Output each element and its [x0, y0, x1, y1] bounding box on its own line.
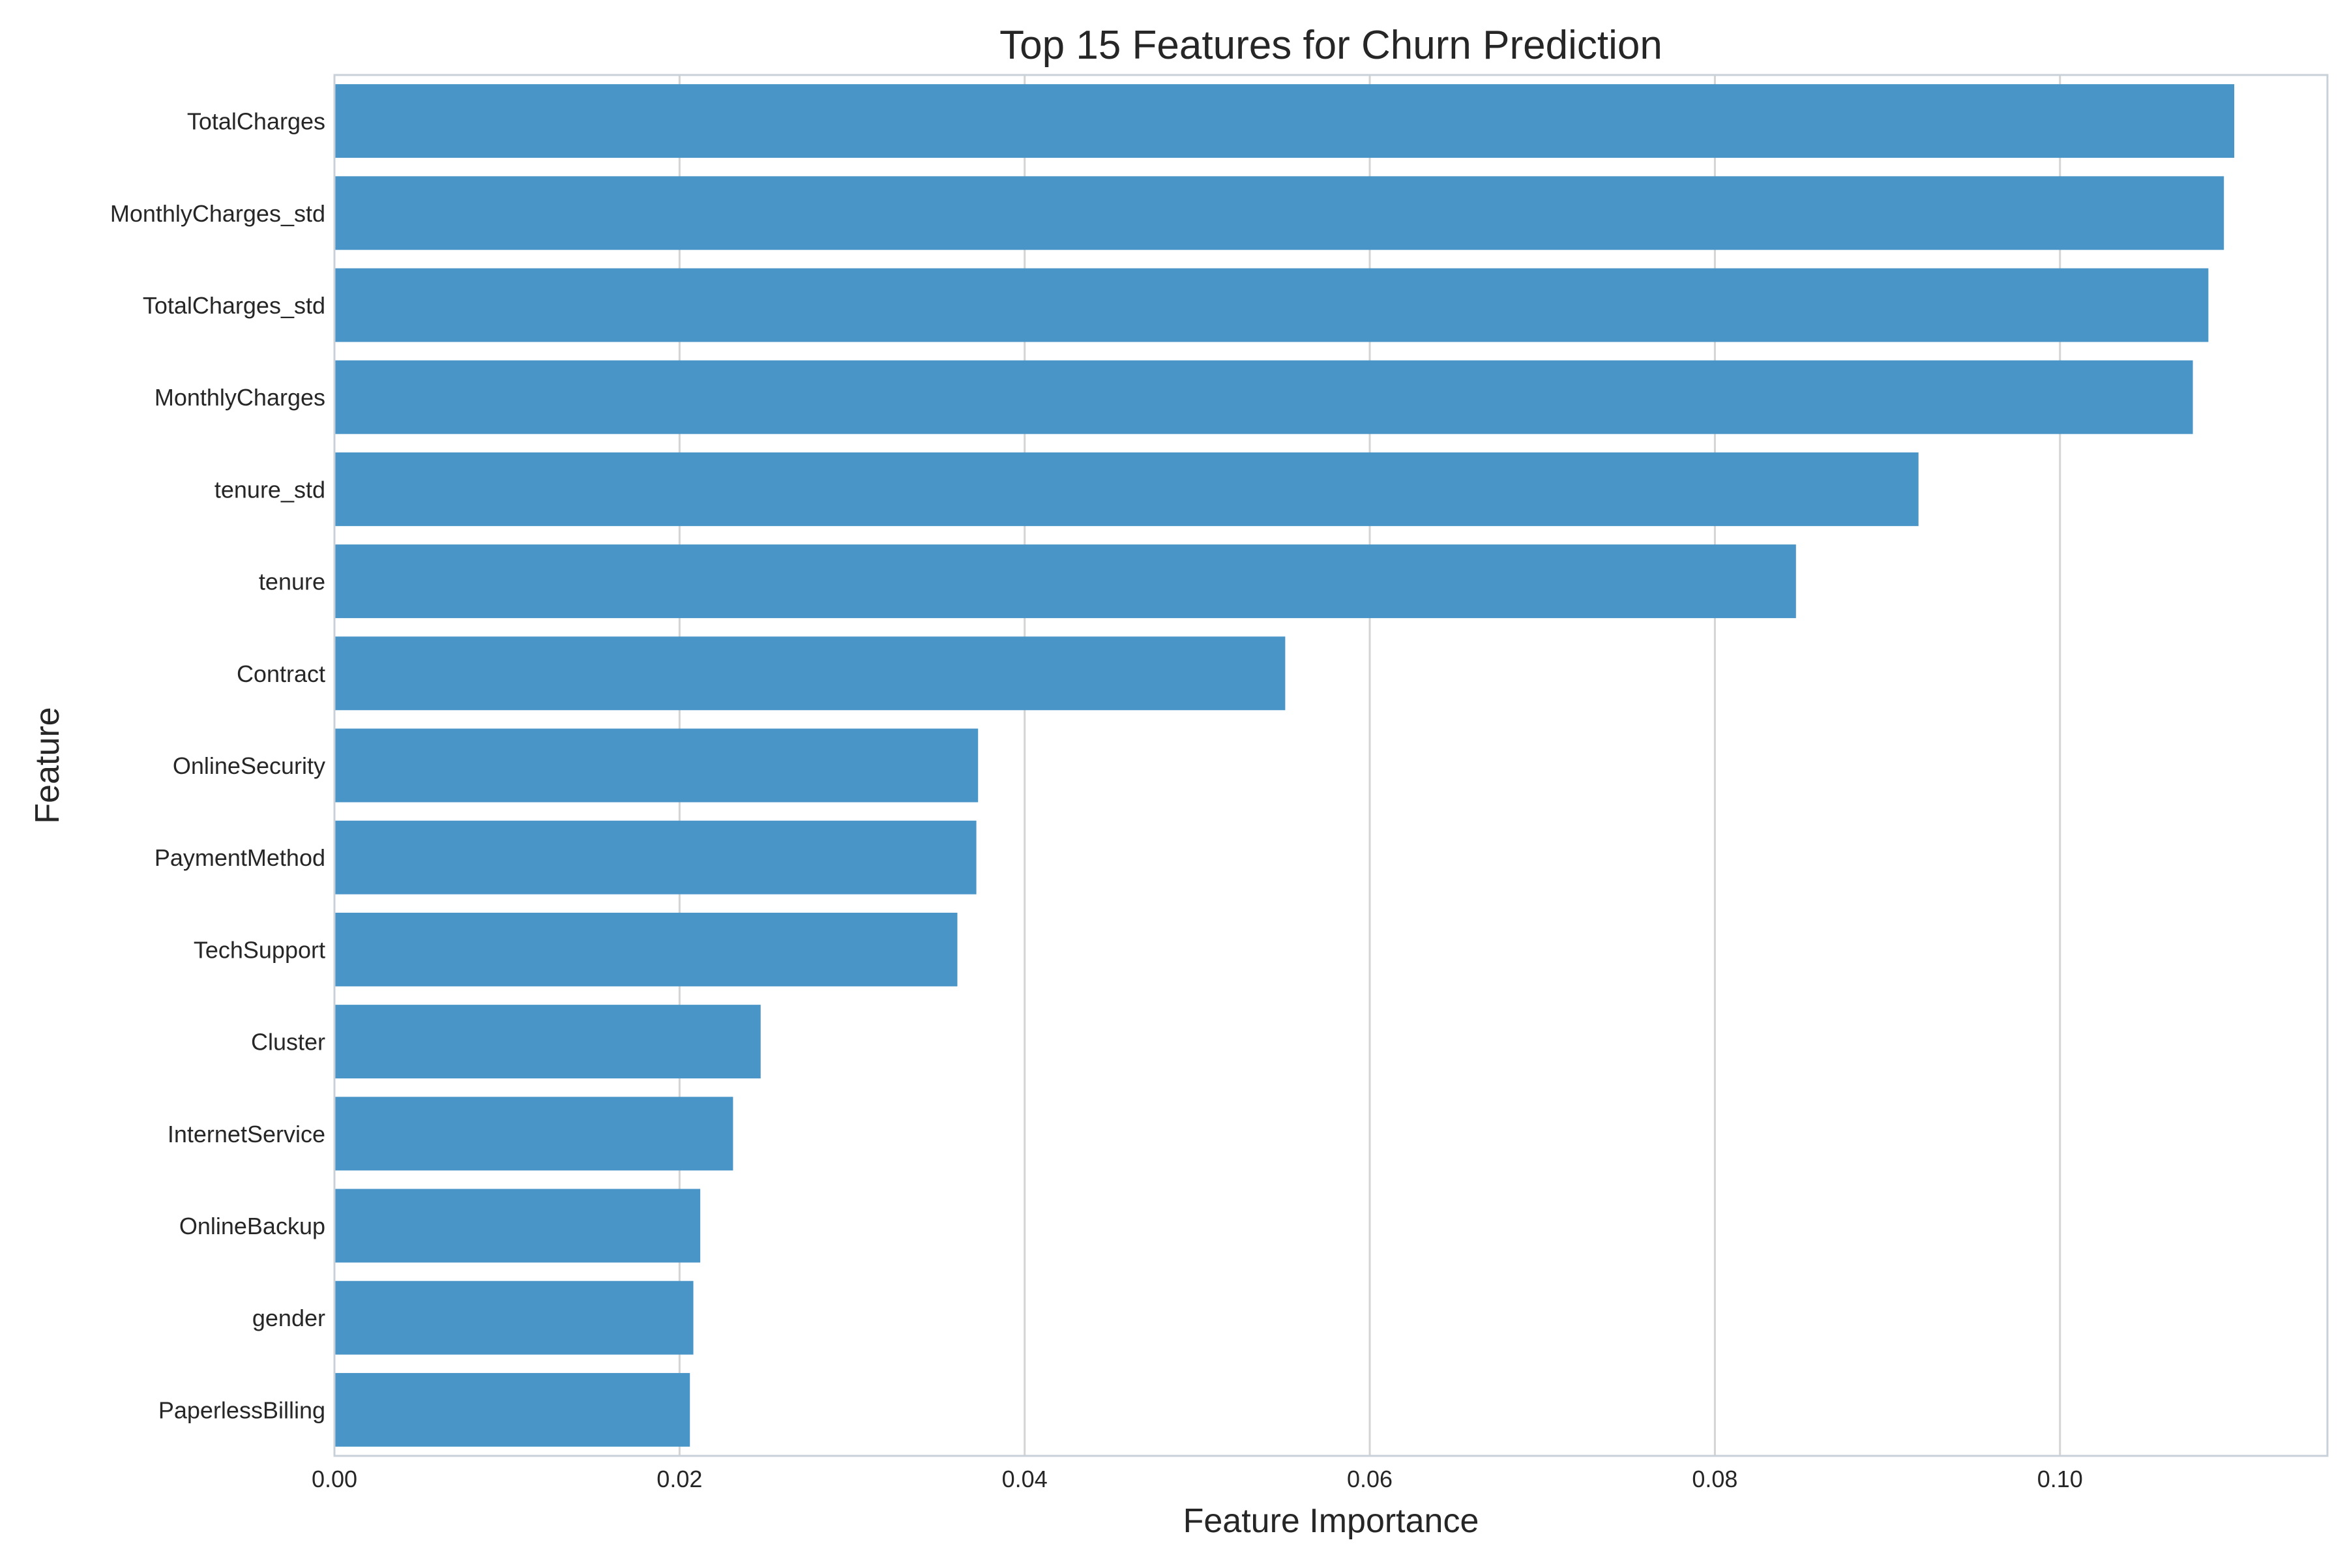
y-tick-label: TotalCharges_std	[143, 292, 325, 319]
y-tick-label: TotalCharges	[187, 108, 325, 135]
x-tick-label: 0.10	[2037, 1466, 2083, 1492]
x-tick-label: 0.00	[312, 1466, 357, 1492]
bar	[334, 1189, 701, 1263]
y-tick-label: TechSupport	[194, 936, 325, 963]
x-tick-label: 0.06	[1347, 1466, 1393, 1492]
y-tick-label: Contract	[237, 660, 325, 687]
bar	[334, 636, 1286, 711]
chart-title: Top 15 Features for Churn Prediction	[999, 23, 1662, 68]
y-tick-label: PaymentMethod	[155, 844, 325, 871]
y-tick-label: PaperlessBilling	[158, 1397, 325, 1423]
bars	[334, 84, 2235, 1447]
y-tick-label: tenure_std	[214, 476, 325, 503]
bar	[334, 268, 2209, 342]
x-tick-label: 0.02	[657, 1466, 702, 1492]
bar	[334, 360, 2193, 434]
y-tick-label: Cluster	[251, 1029, 325, 1056]
bar	[334, 820, 977, 895]
y-tick-label: gender	[252, 1305, 325, 1331]
bar	[334, 544, 1796, 619]
bar	[334, 1097, 733, 1171]
y-tick-label: InternetService	[168, 1121, 325, 1147]
y-tick-label: MonthlyCharges_std	[110, 200, 325, 227]
y-tick-label: MonthlyCharges	[155, 384, 325, 411]
plot-frame	[333, 74, 2329, 1457]
x-tick-label: 0.04	[1002, 1466, 1048, 1492]
x-axis-ticks: 0.00 0.02 0.04 0.06 0.08 0.10	[312, 1466, 2083, 1492]
bar	[334, 728, 979, 803]
bar	[334, 1280, 694, 1355]
x-tick-label: 0.08	[1692, 1466, 1737, 1492]
y-axis-label: Feature	[29, 707, 66, 823]
bar	[334, 1005, 761, 1079]
bar	[334, 1372, 690, 1447]
y-tick-label: OnlineBackup	[179, 1213, 325, 1239]
x-axis-label: Feature Importance	[1183, 1502, 1479, 1540]
bar	[334, 452, 1919, 526]
y-tick-label: tenure	[259, 569, 325, 595]
bar	[334, 84, 2235, 158]
y-tick-label: OnlineSecurity	[173, 752, 325, 779]
y-axis-ticks: TotalCharges MonthlyCharges_std TotalCharg…	[110, 108, 325, 1424]
bar	[334, 176, 2224, 250]
bar	[334, 912, 958, 986]
